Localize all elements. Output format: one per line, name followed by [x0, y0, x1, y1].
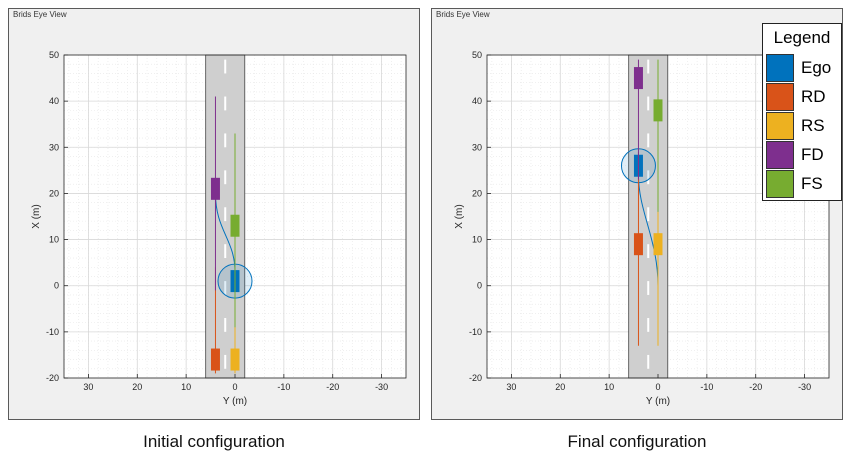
ego-swatch [766, 54, 794, 82]
y-axis-label: X (m) [454, 204, 465, 228]
rs-vehicle [230, 348, 240, 371]
y-tick-label: 40 [472, 96, 482, 106]
initial-configuration-caption: Initial configuration [143, 432, 285, 451]
legend-title: Legend [773, 28, 831, 47]
legend-label: Ego [801, 58, 832, 77]
x-tick-label: 20 [555, 382, 565, 392]
birds-eye-plot: 30 20 10 0 -10 -20 -30 50 40 30 20 10 0 -10 -20 Y (m) X … [31, 50, 407, 407]
ego-trajectory [214, 193, 236, 272]
x-tick-label: 20 [132, 382, 142, 392]
x-tick-label: -10 [700, 382, 713, 392]
legend-item-rd: RD [763, 83, 841, 111]
initial-birds-eye-view-panel: Brids Eye View 30 20 10 0 -10 -20 -30 50 40 30 20 1… [8, 8, 420, 420]
fs-vehicle [230, 214, 240, 237]
ego-trajectory [637, 174, 659, 286]
y-tick-label: -20 [46, 373, 59, 383]
x-tick-label: 0 [655, 382, 660, 392]
y-tick-label: 0 [54, 281, 59, 291]
y-tick-label: -20 [469, 373, 482, 383]
y-tick-label: 0 [477, 281, 482, 291]
x-tick-label: -20 [749, 382, 762, 392]
fs-vehicle [653, 99, 663, 122]
x-axis-label: Y (m) [646, 396, 670, 407]
x-tick-label: 30 [83, 382, 93, 392]
y-tick-label: -10 [469, 327, 482, 337]
y-tick-label: 30 [472, 142, 482, 152]
rd-vehicle [633, 233, 643, 256]
x-tick-label: 10 [181, 382, 191, 392]
legend-item-fd: FD [763, 141, 841, 169]
x-tick-label: 30 [506, 382, 516, 392]
y-tick-label: 10 [49, 235, 59, 245]
legend-label: RS [801, 116, 825, 135]
legend-item-rs: RS [763, 112, 841, 140]
legend-label: FD [801, 145, 824, 164]
legend: Legend Ego RD RS FD FS [762, 23, 842, 201]
y-tick-label: 20 [49, 188, 59, 198]
rs-vehicle [653, 233, 663, 256]
x-tick-label: -20 [326, 382, 339, 392]
panel-title: Brids Eye View [436, 10, 490, 19]
panel-title: Brids Eye View [13, 10, 67, 19]
y-tick-label: 50 [472, 50, 482, 60]
y-tick-label: -10 [46, 327, 59, 337]
x-tick-label: 0 [232, 382, 237, 392]
y-tick-label: 10 [472, 235, 482, 245]
y-tick-label: 20 [472, 188, 482, 198]
x-tick-label: -10 [277, 382, 290, 392]
vehicles [620, 59, 663, 346]
rd-vehicle [210, 348, 220, 371]
legend-item-fs: FS [763, 170, 841, 198]
x-tick-label: -30 [375, 382, 388, 392]
legend-item-ego: Ego [763, 54, 841, 82]
y-tick-label: 40 [49, 96, 59, 106]
fd-vehicle [210, 177, 220, 200]
x-tick-label: 10 [604, 382, 614, 392]
fd-vehicle [633, 67, 643, 90]
final-configuration-caption: Final configuration [567, 432, 707, 451]
x-axis-label: Y (m) [223, 396, 247, 407]
fd-swatch [766, 141, 794, 169]
legend-label: FS [801, 174, 823, 193]
rd-swatch [766, 83, 794, 111]
fs-swatch [766, 170, 794, 198]
vehicles [210, 96, 253, 374]
y-tick-label: 30 [49, 142, 59, 152]
legend-label: RD [801, 87, 826, 106]
x-tick-label: -30 [798, 382, 811, 392]
rs-swatch [766, 112, 794, 140]
y-axis-label: X (m) [31, 204, 42, 228]
y-tick-label: 50 [49, 50, 59, 60]
